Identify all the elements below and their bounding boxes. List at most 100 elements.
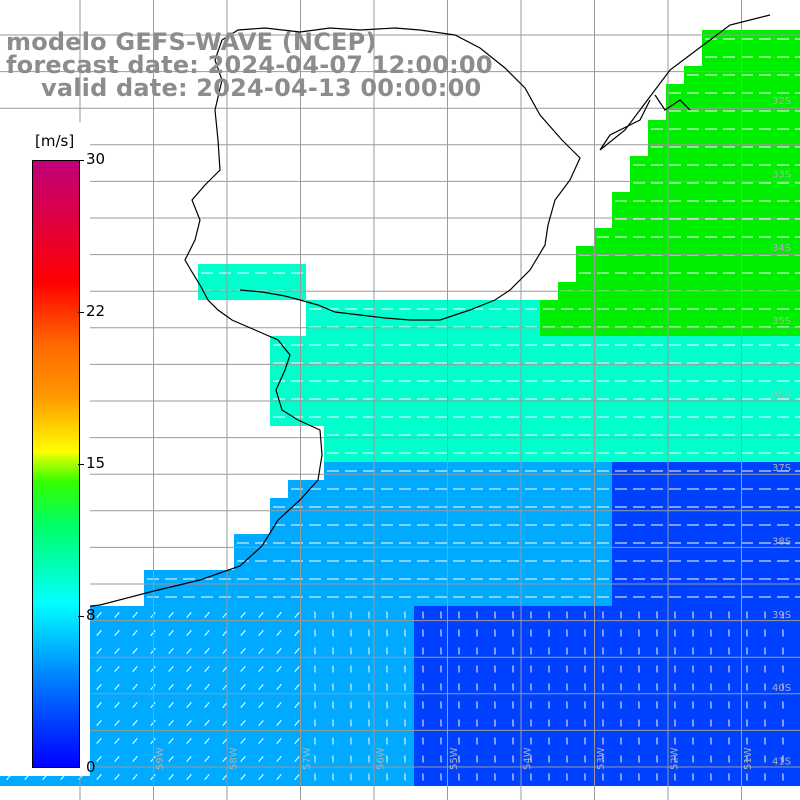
wind-arrow [96,756,102,762]
wind-arrow [276,684,282,690]
legend-tick-label: 22 [86,302,106,320]
wind-arrow [258,774,264,780]
wind-arrow [96,684,102,690]
latitude-label: 37S [772,463,791,474]
wind-arrow [114,630,120,636]
wind-arrow [186,612,192,618]
wind-arrow [294,702,300,708]
wind-arrow [96,648,102,654]
color-scale-bar [32,160,80,768]
legend-unit: [m/s] [35,132,75,150]
wind-arrow [240,774,246,780]
wind-arrow [294,684,300,690]
wind-arrow [204,630,210,636]
latitude-label: 34S [772,243,791,254]
latitude-label: 36S [772,390,791,401]
wind-arrow [132,702,138,708]
wind-arrow [168,720,174,726]
wind-arrow [258,630,264,636]
latitude-label: 32S [772,96,791,107]
longitude-label: 51W [743,747,754,770]
wind-arrow [240,666,246,672]
wind-arrow [186,666,192,672]
wind-arrow [240,648,246,654]
wind-arrow [294,666,300,672]
wind-arrow [276,666,282,672]
wind-arrow [240,756,246,762]
wind-arrow [186,738,192,744]
tick-mark [78,312,84,313]
wind-arrow [204,756,210,762]
wind-arrow [240,684,246,690]
wind-arrow [258,612,264,618]
wind-arrow [240,630,246,636]
wind-arrow [132,612,138,618]
forecast-date: forecast date: 2024-04-07 12:00:00 [6,51,493,79]
wind-arrow [186,774,192,780]
wind-arrow [132,756,138,762]
speed-cell [792,750,800,768]
model-title: modelo GEFS-WAVE (NCEP) [6,28,377,56]
wind-arrow [294,738,300,744]
longitude-label: 52W [670,747,681,770]
wind-arrow [294,756,300,762]
longitude-label: 58W [229,747,240,770]
coastline [0,14,771,613]
speed-cell [792,714,800,732]
speed-cell [792,624,800,642]
wind-arrow [186,630,192,636]
wind-arrow [114,612,120,618]
wind-arrow [294,648,300,654]
wind-speed-cells [0,30,800,786]
wind-arrow [204,738,210,744]
wind-arrow [114,666,120,672]
tick-mark [78,160,84,161]
tick-mark [78,616,84,617]
wind-arrow [258,702,264,708]
wind-arrow [276,702,282,708]
wind-arrow [186,702,192,708]
latitude-label: 33S [772,169,791,180]
wind-arrow [204,666,210,672]
wind-arrow [204,702,210,708]
wind-arrow [204,684,210,690]
wind-arrow [168,612,174,618]
wind-arrow [276,630,282,636]
wind-arrow [276,720,282,726]
wind-arrow [276,774,282,780]
longitude-label: 55W [449,747,460,770]
wind-arrow [186,720,192,726]
wind-arrow [240,702,246,708]
tick-mark [78,464,84,465]
wind-arrow [168,738,174,744]
speed-cell [792,642,800,660]
speed-cell [792,696,800,714]
wind-arrow [114,756,120,762]
valid-date: valid date: 2024-04-13 00:00:00 [41,74,482,102]
speed-cell [792,732,800,750]
wind-arrow [114,738,120,744]
wind-arrow [96,774,102,780]
wind-arrow [276,648,282,654]
wind-arrow [276,756,282,762]
wind-arrow [168,666,174,672]
latitude-label: 39S [772,610,791,621]
wind-arrow [96,720,102,726]
legend-tick-label: 15 [86,454,106,472]
wind-arrow [204,774,210,780]
wind-arrow [114,648,120,654]
wind-arrow [204,720,210,726]
latitude-label: 40S [772,683,791,694]
wind-arrow [294,612,300,618]
wind-arrow [258,756,264,762]
wind-arrow [294,774,300,780]
wind-arrow [204,648,210,654]
wind-arrow [168,756,174,762]
wind-arrow [186,684,192,690]
longitude-label: 57W [302,747,313,770]
wind-arrow [96,630,102,636]
wind-arrow [114,774,120,780]
legend-tick-label: 30 [86,150,106,168]
